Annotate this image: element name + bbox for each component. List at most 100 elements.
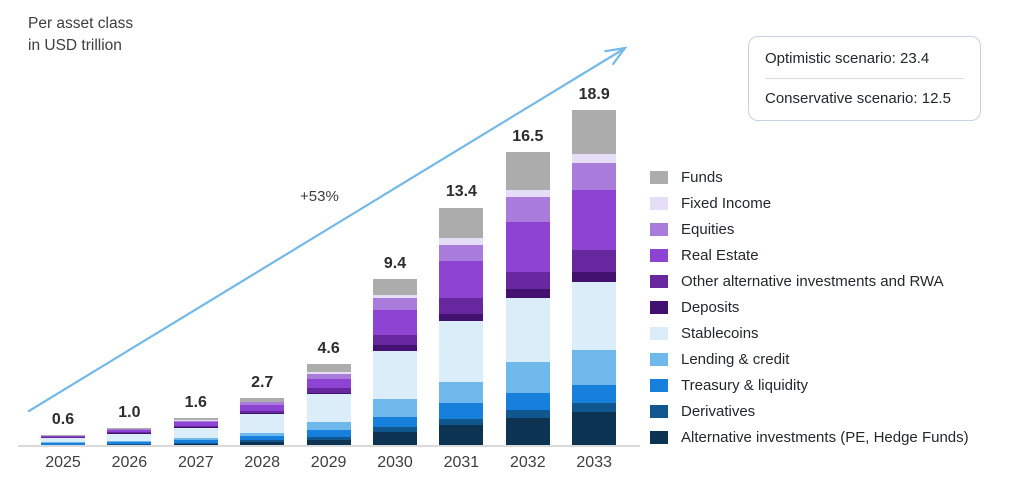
bar-segment-real-estate — [505, 221, 550, 272]
legend-item-real-estate: Real Estate — [650, 245, 969, 265]
legend-label-treasury-liquidity: Treasury & liquidity — [681, 376, 808, 394]
legend-item-equities: Equities — [650, 219, 969, 239]
bar-segment-real-estate — [306, 379, 351, 389]
bar-segment-fixed-income — [505, 189, 550, 197]
bar-segment-funds — [572, 109, 617, 155]
bar-total-label-2029: 4.6 — [317, 340, 340, 358]
bar-segment-derivatives — [240, 440, 285, 442]
bar-segment-equities — [173, 420, 218, 423]
bar-segment-other-alternative-investments-and-rwa — [240, 410, 285, 413]
bar-segment-equities — [240, 402, 285, 405]
bar-segment-treasury-liquidity — [505, 392, 550, 411]
bar-segment-deposits — [107, 433, 152, 434]
legend-label-fixed-income: Fixed Income — [681, 194, 772, 212]
legend-item-deposits: Deposits — [650, 297, 969, 317]
legend-label-real-estate: Real Estate — [681, 246, 759, 264]
bar-segment-other-alternative-investments-and-rwa — [373, 334, 417, 346]
x-axis-label-2028: 2028 — [244, 454, 280, 471]
scenario-divider — [765, 78, 964, 79]
bar-segment-lending-credit — [306, 422, 351, 430]
bar-segment-equities — [505, 196, 550, 222]
legend-swatch-other-alternative-investments-and-rwa — [650, 274, 668, 288]
bar-segment-fixed-income — [306, 372, 351, 374]
bar-segment-equities — [373, 298, 417, 310]
bar-2029 — [306, 364, 351, 446]
legend-label-funds: Funds — [681, 168, 723, 186]
scenario-callout-box: Optimistic scenario: 23.4 Conservative s… — [748, 36, 981, 121]
bar-segment-alternative-investments-pe-hedge-funds — [306, 439, 351, 446]
x-axis-line — [18, 445, 640, 447]
bar-segment-deposits — [373, 345, 417, 351]
bar-segment-stablecoins — [41, 438, 85, 443]
legend-item-other-alternative-investments-and-rwa: Other alternative investments and RWA — [650, 271, 969, 291]
bar-total-label-2025: 0.6 — [51, 411, 75, 429]
bar-segment-treasury-liquidity — [107, 442, 152, 445]
legend-swatch-alternative-investments-pe-hedge-funds — [650, 430, 668, 444]
bar-segment-funds — [505, 152, 550, 190]
bar-2033 — [572, 109, 617, 446]
bar-segment-equities — [572, 163, 617, 190]
bar-segment-other-alternative-investments-and-rwa — [41, 437, 85, 438]
bar-segment-deposits — [173, 426, 218, 428]
bar-segment-stablecoins — [373, 350, 417, 399]
bar-segment-derivatives — [505, 410, 550, 418]
bar-segment-lending-credit — [439, 381, 484, 404]
bar-segment-derivatives — [173, 442, 218, 444]
legend-swatch-treasury-liquidity — [650, 378, 668, 392]
legend: Funds Fixed Income Equities Real Estate Othe… — [650, 167, 969, 447]
bar-segment-lending-credit — [572, 349, 617, 386]
legend-swatch-equities — [650, 222, 668, 236]
bar-segment-lending-credit — [41, 442, 85, 444]
bar-segment-stablecoins — [173, 427, 218, 439]
bar-segment-derivatives — [306, 437, 351, 440]
bar-segment-fixed-income — [572, 154, 617, 164]
bar-total-label-2031: 13.4 — [445, 183, 477, 201]
bar-segment-alternative-investments-pe-hedge-funds — [439, 424, 484, 446]
bar-segment-derivatives — [41, 444, 85, 446]
bar-segment-other-alternative-investments-and-rwa — [306, 388, 351, 393]
bar-segment-deposits — [240, 412, 285, 414]
bar-segment-derivatives — [439, 419, 484, 425]
bar-segment-fixed-income — [240, 401, 285, 403]
bar-segment-funds — [240, 398, 285, 402]
x-axis-label-2025: 2025 — [45, 454, 81, 471]
bar-segment-deposits — [572, 271, 617, 283]
bar-segment-fixed-income — [373, 294, 417, 299]
bar-segment-lending-credit — [107, 440, 152, 443]
legend-item-lending-credit: Lending & credit — [650, 349, 969, 369]
bar-segment-treasury-liquidity — [572, 385, 617, 404]
bar-segment-derivatives — [572, 403, 617, 413]
chart-title: Per asset class in USD trillion — [28, 13, 133, 56]
bar-segment-other-alternative-investments-and-rwa — [572, 250, 617, 272]
legend-label-derivatives: Derivatives — [681, 402, 756, 420]
bar-segment-fixed-income — [439, 237, 484, 245]
legend-item-treasury-liquidity: Treasury & liquidity — [650, 375, 969, 395]
bar-segment-alternative-investments-pe-hedge-funds — [373, 431, 417, 446]
bar-segment-stablecoins — [439, 321, 484, 382]
bar-segment-equities — [306, 374, 351, 380]
legend-item-alternative-investments-pe-hedge-funds: Alternative investments (PE, Hedge Funds… — [650, 427, 969, 447]
legend-label-equities: Equities — [681, 220, 735, 238]
bar-segment-funds — [173, 417, 218, 421]
bar-segment-real-estate — [107, 430, 152, 433]
bar-segment-alternative-investments-pe-hedge-funds — [505, 417, 550, 446]
bar-segment-real-estate — [240, 404, 285, 411]
bar-segment-other-alternative-investments-and-rwa — [107, 432, 152, 434]
x-axis-label-2030: 2030 — [377, 454, 413, 471]
bar-segment-funds — [107, 428, 152, 429]
chart-title-line2: in USD trillion — [28, 36, 122, 54]
legend-label-deposits: Deposits — [681, 298, 740, 316]
bar-segment-real-estate — [41, 436, 85, 438]
legend-label-alternative-investments-pe-hedge-funds: Alternative investments (PE, Hedge Funds… — [681, 428, 969, 446]
x-axis-label-2031: 2031 — [443, 454, 480, 471]
bar-segment-funds — [373, 278, 417, 295]
x-axis-label-2026: 2026 — [111, 454, 148, 471]
bar-segment-stablecoins — [240, 413, 285, 433]
x-axis-label-2029: 2029 — [310, 454, 347, 471]
x-axis-label-2027: 2027 — [178, 454, 214, 471]
bar-total-label-2030: 9.4 — [383, 254, 407, 272]
legend-item-derivatives: Derivatives — [650, 401, 969, 421]
bar-segment-treasury-liquidity — [439, 403, 484, 420]
x-axis-label-2032: 2032 — [510, 454, 546, 471]
